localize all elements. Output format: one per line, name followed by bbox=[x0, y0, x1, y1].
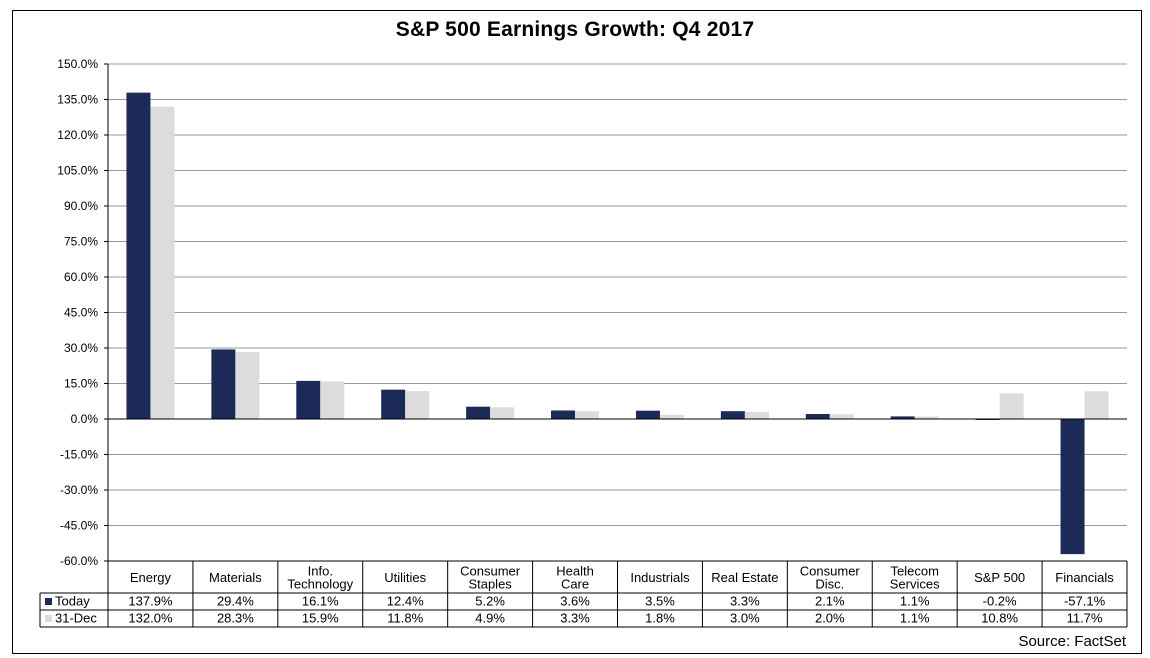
data-label: 5.2% bbox=[475, 594, 505, 609]
data-label: 1.8% bbox=[645, 611, 675, 626]
data-label: 2.0% bbox=[815, 611, 845, 626]
data-label: 1.1% bbox=[900, 611, 930, 626]
legend-swatch bbox=[45, 615, 52, 622]
bar-31-dec bbox=[490, 407, 515, 419]
chart-frame bbox=[12, 10, 1142, 654]
chart-title: S&P 500 Earnings Growth: Q4 2017 bbox=[395, 18, 755, 41]
y-tick-label: 60.0% bbox=[64, 270, 98, 284]
data-label: 29.4% bbox=[217, 594, 254, 609]
bar-today bbox=[890, 416, 915, 419]
category-label: Staples bbox=[468, 577, 512, 592]
bar-today bbox=[805, 414, 830, 419]
category-label: Energy bbox=[130, 570, 172, 585]
category-label: Health bbox=[556, 564, 594, 579]
data-label: 10.8% bbox=[981, 611, 1018, 626]
y-tick-label: 150.0% bbox=[57, 57, 98, 71]
bar-today bbox=[551, 410, 576, 419]
bar-31-dec bbox=[914, 416, 939, 419]
category-label: Real Estate bbox=[711, 570, 778, 585]
category-label: Services bbox=[890, 577, 940, 592]
data-label: 15.9% bbox=[302, 611, 339, 626]
bar-today bbox=[720, 411, 745, 419]
bar-31-dec bbox=[999, 393, 1024, 419]
category-label: Care bbox=[561, 577, 589, 592]
bar-31-dec bbox=[1084, 391, 1109, 419]
data-label: 3.3% bbox=[730, 594, 760, 609]
data-label: 3.0% bbox=[730, 611, 760, 626]
data-label: 1.1% bbox=[900, 594, 930, 609]
data-label: 12.4% bbox=[387, 594, 424, 609]
bar-today bbox=[1060, 419, 1085, 555]
category-label: Utilities bbox=[384, 570, 426, 585]
bar-31-dec bbox=[405, 391, 430, 419]
y-tick-label: 90.0% bbox=[64, 199, 98, 213]
bar-31-dec bbox=[744, 411, 769, 419]
bar-today bbox=[466, 406, 491, 419]
category-label: Technology bbox=[287, 577, 353, 592]
category-label: Disc. bbox=[815, 577, 844, 592]
y-tick-label: 0.0% bbox=[71, 412, 99, 426]
bar-today bbox=[296, 380, 321, 419]
category-label: Info. bbox=[308, 564, 333, 579]
data-label: -57.1% bbox=[1064, 594, 1106, 609]
y-tick-label: 135.0% bbox=[57, 93, 98, 107]
y-tick-label: -60.0% bbox=[60, 554, 98, 568]
bar-today bbox=[635, 410, 660, 419]
legend-label: Today bbox=[55, 594, 90, 609]
data-label: -0.2% bbox=[983, 594, 1017, 609]
category-label: Financials bbox=[1055, 570, 1114, 585]
y-tick-label: -30.0% bbox=[60, 483, 98, 497]
category-label: Telecom bbox=[890, 564, 938, 579]
legend-label: 31-Dec bbox=[55, 611, 97, 626]
y-tick-label: -45.0% bbox=[60, 519, 98, 533]
bar-31-dec bbox=[150, 106, 175, 419]
y-tick-label: 120.0% bbox=[57, 128, 98, 142]
category-label: Consumer bbox=[460, 564, 521, 579]
y-tick-label: 15.0% bbox=[64, 377, 98, 391]
data-label: 11.7% bbox=[1067, 611, 1103, 626]
bar-today bbox=[381, 389, 406, 419]
bar-today bbox=[211, 349, 236, 419]
source-note: Source: FactSet bbox=[1018, 633, 1126, 650]
data-label: 11.8% bbox=[387, 611, 423, 626]
bar-today bbox=[126, 92, 151, 420]
data-label: 3.6% bbox=[560, 594, 590, 609]
category-label: Materials bbox=[209, 570, 262, 585]
data-label: 4.9% bbox=[475, 611, 505, 626]
category-label: S&P 500 bbox=[974, 570, 1025, 585]
data-label: 3.5% bbox=[645, 594, 675, 609]
y-tick-label: 105.0% bbox=[57, 164, 98, 178]
y-tick-label: 45.0% bbox=[64, 306, 98, 320]
bar-31-dec bbox=[659, 414, 684, 419]
y-tick-label: -15.0% bbox=[60, 448, 98, 462]
y-tick-label: 75.0% bbox=[64, 235, 98, 249]
data-label: 3.3% bbox=[560, 611, 590, 626]
data-label: 132.0% bbox=[128, 611, 173, 626]
bar-31-dec bbox=[829, 414, 854, 419]
data-label: 16.1% bbox=[302, 594, 339, 609]
category-label: Industrials bbox=[630, 570, 690, 585]
bar-31-dec bbox=[575, 411, 600, 419]
bar-31-dec bbox=[320, 381, 345, 419]
category-label: Consumer bbox=[800, 564, 861, 579]
y-tick-label: 30.0% bbox=[64, 341, 98, 355]
data-label: 137.9% bbox=[128, 594, 173, 609]
bar-31-dec bbox=[235, 352, 260, 419]
legend-swatch bbox=[45, 598, 52, 605]
data-label: 2.1% bbox=[815, 594, 845, 609]
data-label: 28.3% bbox=[217, 611, 254, 626]
